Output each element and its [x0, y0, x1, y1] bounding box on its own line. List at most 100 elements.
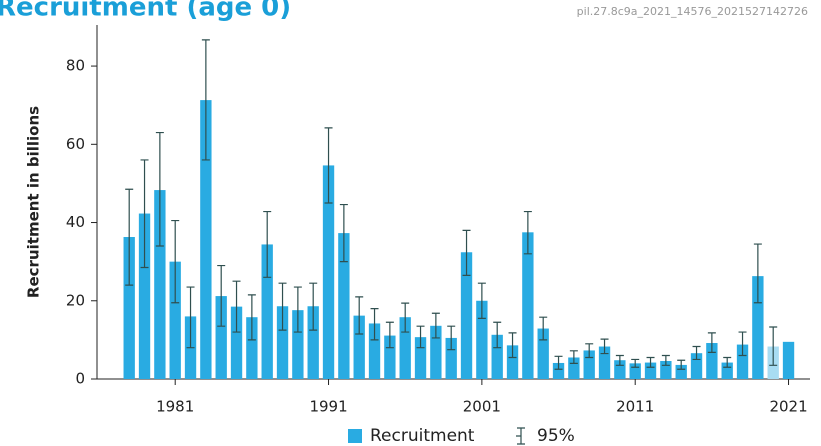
error-bar [692, 345, 701, 361]
error-bar [753, 243, 762, 304]
error-bar [462, 229, 471, 276]
bar [583, 350, 595, 379]
error-bar [293, 286, 302, 333]
error-bar [201, 39, 210, 161]
bar [522, 232, 534, 379]
bar [644, 362, 657, 379]
bar [690, 353, 703, 379]
x-tick-label: 2001 [463, 398, 501, 416]
error-bar [217, 264, 226, 327]
error-bar [355, 296, 364, 335]
y-tick-label: 0 [75, 370, 85, 388]
error-bar [339, 203, 348, 263]
error-bar [324, 127, 333, 204]
chart-title: Recruitment (age 0) [0, 0, 291, 23]
bar [338, 233, 350, 379]
error-bar [554, 355, 563, 370]
y-axis-label: Recruitment in billions [25, 106, 43, 298]
bar [598, 346, 611, 379]
error-bar [539, 316, 548, 341]
bar [629, 363, 641, 379]
bar [782, 341, 795, 379]
error-bar [493, 321, 502, 349]
error-bar [401, 302, 410, 333]
error-bar [431, 312, 440, 339]
bar [261, 244, 273, 379]
x-tick-label: 2021 [769, 398, 807, 416]
y-tick-label: 60 [66, 135, 85, 153]
bar [215, 296, 227, 379]
x-tick-label: 2011 [616, 398, 654, 416]
error-bar [661, 354, 670, 366]
error-bar [247, 294, 256, 341]
bar [169, 261, 181, 379]
bar [123, 237, 135, 379]
bar [675, 364, 687, 379]
error-bar [477, 282, 486, 319]
bar [200, 100, 212, 380]
chart-subtitle: pil.27.8c9a_2021_14576_2021527142726 [577, 5, 808, 18]
error-bar [155, 131, 164, 247]
error-bar [263, 210, 272, 278]
error-bar [186, 286, 195, 349]
bar [292, 310, 304, 379]
bar [414, 337, 427, 379]
bar [154, 190, 166, 379]
error-bar [278, 282, 287, 331]
bar [353, 315, 365, 379]
error-bar [600, 338, 609, 355]
bar [476, 300, 488, 379]
bar [460, 252, 473, 379]
y-tick-label: 80 [66, 57, 85, 75]
bar [706, 343, 718, 379]
error-bar [140, 159, 149, 269]
error-bar [370, 307, 379, 341]
error-bar [615, 354, 624, 366]
bar [307, 306, 319, 379]
error-bar [309, 282, 318, 331]
legend-error-icon [516, 427, 525, 445]
bar [660, 361, 672, 379]
bar [721, 362, 733, 379]
error-bar [569, 350, 578, 364]
error-bar [769, 326, 778, 366]
error-bar [171, 219, 180, 304]
bar [430, 325, 442, 379]
bar [506, 345, 519, 379]
y-tick-label: 20 [66, 291, 85, 309]
error-bar [125, 188, 134, 286]
legend-label: Recruitment [370, 426, 475, 446]
bar [368, 323, 381, 379]
error-bar [738, 331, 747, 357]
x-tick-label: 1991 [309, 398, 347, 416]
error-bar [508, 332, 517, 359]
error-bar [631, 358, 640, 368]
error-bar [585, 343, 594, 359]
bar [614, 360, 626, 379]
bar [752, 276, 764, 379]
bar [276, 306, 289, 379]
error-bar [677, 359, 686, 370]
legend-swatch [348, 429, 362, 443]
bar [322, 165, 335, 379]
bar [138, 213, 151, 379]
bar [246, 317, 258, 379]
bar [537, 328, 549, 379]
error-bar [385, 321, 394, 349]
bar [491, 334, 503, 379]
error-bar [723, 356, 732, 368]
error-bar [523, 210, 532, 255]
bar [384, 335, 396, 379]
error-bar [707, 332, 716, 354]
bar [399, 317, 411, 379]
y-tick-label: 40 [66, 213, 85, 231]
error-bar [232, 280, 241, 333]
error-bar [447, 325, 456, 351]
bar [568, 357, 580, 379]
bar [445, 337, 457, 379]
bar [230, 306, 243, 379]
error-bar [416, 325, 425, 349]
bar [736, 344, 749, 379]
error-bar [646, 356, 655, 368]
